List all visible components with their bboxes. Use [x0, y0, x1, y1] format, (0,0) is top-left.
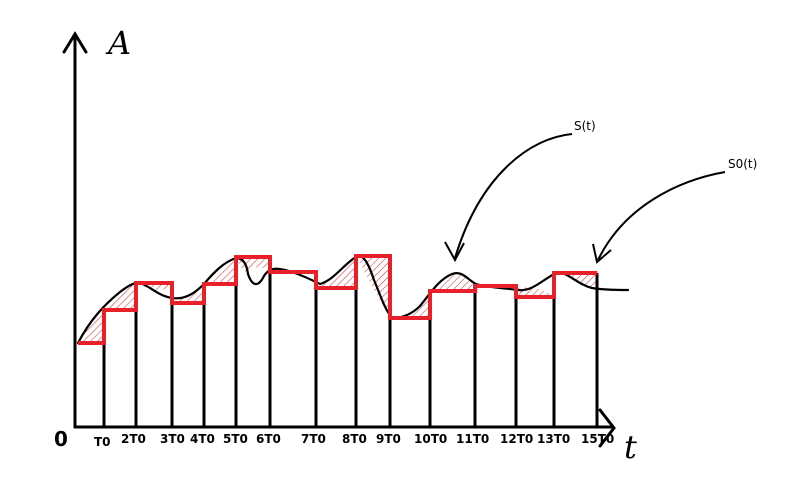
axes [62, 31, 616, 448]
signal-callout: S(t) [444, 119, 596, 263]
tick-label: 10T0 [414, 432, 447, 446]
y-axis-arrowhead [62, 31, 88, 54]
error-region [405, 292, 430, 318]
tick-label: 2T0 [121, 432, 146, 446]
tick-label: 15T0 [581, 432, 614, 446]
sampled-callout-arrowhead [592, 243, 612, 264]
error-region [172, 284, 204, 303]
sampled-label: S0(t) [728, 157, 757, 171]
sampled-staircase [78, 254, 597, 345]
tick-labels: T0 2T0 3T0 4T0 5T0 6T0 7T0 8T0 9T0 10T0 … [94, 432, 614, 449]
error-region [236, 257, 270, 272]
tick-label: 13T0 [537, 432, 570, 446]
tick-label: 4T0 [190, 432, 215, 446]
tick-label: 9T0 [376, 432, 401, 446]
sampled-callout: S0(t) [592, 157, 757, 264]
signal-label: S(t) [574, 119, 596, 133]
x-axis-arrowhead [598, 408, 616, 448]
tick-label: 5T0 [223, 432, 248, 446]
error-region [316, 257, 356, 288]
tick-label: 12T0 [500, 432, 533, 446]
error-region [356, 256, 390, 318]
error-regions [78, 256, 597, 343]
tick-label: 8T0 [342, 432, 367, 446]
origin-label: 0 [54, 427, 68, 451]
y-axis-label: A [105, 24, 131, 62]
error-region [430, 273, 475, 291]
signal-callout-arrowhead [444, 241, 465, 263]
tick-label: 3T0 [160, 432, 185, 446]
tick-label: 7T0 [301, 432, 326, 446]
tick-label: 6T0 [256, 432, 281, 446]
error-region [204, 257, 236, 284]
sampled-callout-arrow [597, 171, 726, 261]
tick-label: 11T0 [456, 432, 489, 446]
tick-label: T0 [94, 435, 111, 449]
error-region [104, 283, 136, 310]
signal-callout-arrow [454, 133, 573, 259]
x-axis-label: t [624, 428, 637, 466]
error-region [78, 310, 104, 343]
error-region [554, 273, 597, 288]
sampling-gridlines [102, 256, 599, 427]
